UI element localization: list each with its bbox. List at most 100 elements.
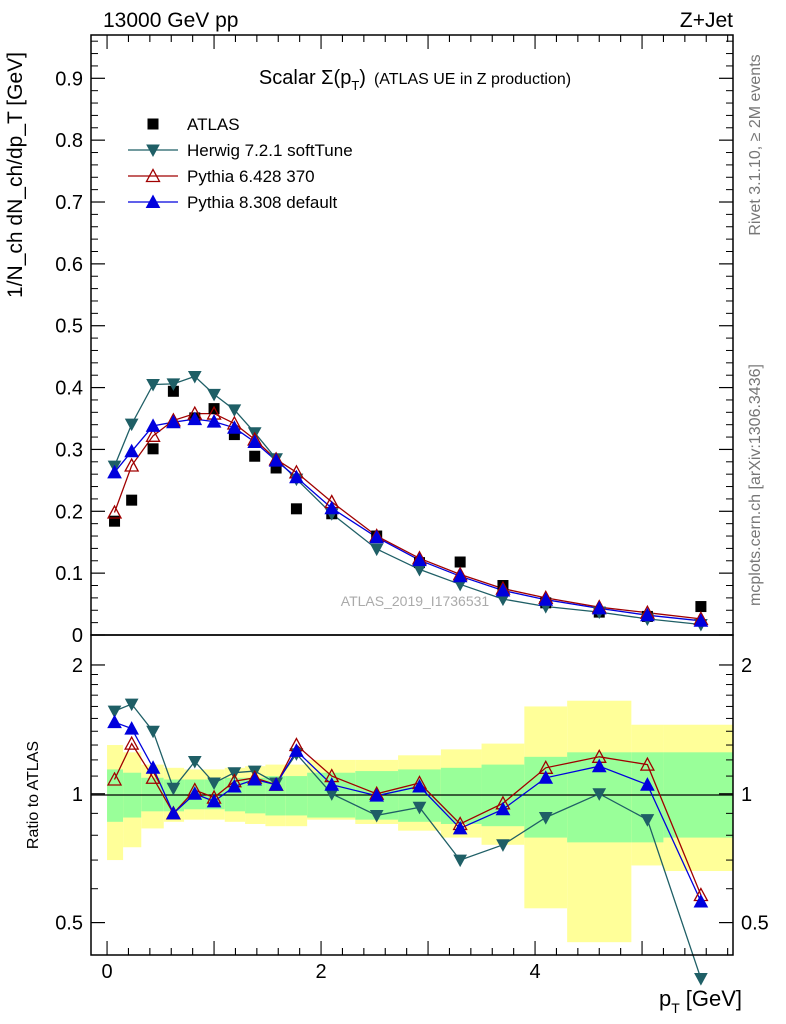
main-point-pythia6 (145, 427, 161, 442)
main-point-atlas (126, 494, 138, 506)
main-point-atlas (695, 601, 707, 613)
ratio-axes: 0.5 0.5 1 1 2 2 0 2 4 (55, 35, 769, 983)
main-point-atlas (167, 385, 179, 397)
main-point-atlas (454, 556, 466, 568)
legend-marker-pythia8 (145, 194, 161, 208)
main-y-tick-label: 0.5 (55, 316, 83, 338)
ratio-point-herwig (453, 854, 467, 868)
ratio-point-pythia8 (107, 714, 122, 729)
x-tick-label: 2 (315, 961, 326, 983)
x-axis-label: pT [GeV] (659, 986, 742, 1016)
ratio-point-herwig (592, 788, 607, 801)
main-point-pythia8 (591, 600, 607, 615)
main-panel: ATLAS_2019_I1736531 00.10.20.30.40.50.60… (4, 34, 734, 647)
ratio-point-pythia8 (268, 777, 284, 791)
ratio-y-tick-label-left: 1 (72, 784, 83, 806)
ratio-point-pythia8 (289, 743, 304, 757)
main-point-atlas (147, 443, 159, 455)
main-point-herwig (124, 418, 139, 432)
main-point-pythia8 (538, 592, 554, 606)
main-y-tick-label: 0.4 (55, 378, 83, 400)
ratio-point-pythia6 (145, 769, 161, 784)
legend-label-pythia8: Pythia 8.308 default (187, 193, 338, 212)
ratio-point-pythia8 (495, 801, 511, 816)
main-y-tick-label: 0.7 (55, 192, 83, 214)
ratio-point-herwig (369, 809, 384, 823)
main-y-tick-label: 0.3 (55, 439, 83, 461)
main-point-pythia8 (145, 418, 161, 432)
main-point-atlas (228, 429, 240, 441)
ratio-point-herwig (694, 973, 708, 986)
main-plot-marks (106, 370, 709, 632)
ratio-point-pythia8 (640, 777, 655, 791)
header-process-label: Z+Jet (680, 9, 733, 32)
mcplots-label: mcplots.cern.ch [arXiv:1306.3436] (747, 364, 764, 606)
ratio-point-pythia8 (693, 893, 709, 908)
ratio-point-pythia8 (145, 760, 161, 774)
ratio-point-pythia8 (324, 777, 340, 791)
x-tick-label: 4 (529, 961, 540, 983)
main-point-pythia8 (166, 414, 181, 429)
ratio-panel: 0.5 0.5 1 1 2 2 0 2 4 Ratio to ATLAS pT [GeV] (25, 35, 769, 1016)
main-point-pythia8 (107, 464, 122, 479)
ratio-plot-marks (106, 698, 709, 986)
main-point-pythia8 (187, 411, 203, 426)
main-point-pythia8 (268, 453, 284, 467)
main-point-pythia8 (495, 582, 511, 597)
main-y-axis-label: 1/N_ch dN_ch/dp_T [GeV] (4, 52, 27, 298)
ratio-y-tick-label-right: 1 (741, 784, 752, 806)
ratio-point-pythia8 (412, 778, 427, 793)
ratio-y-tick-label-left: 2 (72, 655, 83, 677)
main-y-tick-label: 0.8 (55, 130, 83, 152)
main-point-pythia8 (124, 443, 139, 458)
ratio-uncertainty-bands (107, 700, 733, 943)
ratio-point-pythia8 (124, 721, 139, 735)
main-point-pythia8 (289, 469, 304, 484)
ratio-point-pythia8 (452, 820, 468, 835)
ratio-point-herwig (107, 705, 122, 719)
main-y-tick-label: 0.9 (55, 68, 83, 90)
ratio-point-pythia6 (124, 735, 140, 750)
ratio-point-pythia8 (247, 771, 263, 786)
ratio-point-herwig (187, 755, 202, 769)
main-point-herwig (146, 378, 160, 392)
main-point-atlas (270, 462, 282, 474)
main-y-tick-label: 0.6 (55, 254, 83, 276)
ratio-point-herwig (166, 782, 181, 796)
main-point-atlas (249, 450, 261, 462)
ratio-point-herwig (496, 839, 510, 852)
main-point-herwig (166, 378, 181, 391)
main-point-pythia8 (412, 552, 427, 567)
ratio-y-tick-label-left: 0.5 (55, 913, 83, 935)
main-point-pythia8 (227, 420, 242, 434)
ratio-point-pythia8 (369, 788, 385, 802)
main-point-pythia8 (693, 613, 709, 627)
legend-marker-pythia6 (145, 168, 161, 183)
main-y-axis: 0 0.1 0.2 0.3 0.4 0.5 0.6 0.7 0.8 0.9 (55, 40, 733, 647)
ratio-point-herwig (227, 767, 242, 780)
ratio-inner-band-bin (440, 767, 482, 824)
ratio-inner-band-bin (285, 776, 308, 816)
main-y-tick-label: 0.2 (55, 501, 83, 523)
rivet-version-label: Rivet 3.1.10, ≥ 2M events (747, 54, 764, 235)
ratio-point-herwig (124, 698, 139, 712)
ratio-point-herwig (640, 814, 655, 827)
main-point-atlas (208, 403, 220, 415)
legend-marker-atlas (147, 118, 159, 130)
ratio-point-pythia8 (166, 805, 181, 820)
ratio-point-pythia8 (538, 770, 554, 784)
legend-label-pythia6: Pythia 6.428 370 (187, 167, 315, 186)
main-line-pythia6 (113, 412, 701, 620)
ratio-point-herwig (207, 777, 221, 790)
header-energy-label: 13000 GeV pp (103, 9, 238, 32)
main-point-pythia8 (324, 500, 340, 515)
ratio-inner-band-bin (631, 752, 664, 843)
main-point-herwig (369, 543, 384, 557)
ratio-y-tick-label-right: 2 (741, 655, 752, 677)
main-y-tick-label: 0 (72, 625, 83, 647)
main-point-herwig (227, 404, 242, 417)
main-point-pythia6 (124, 457, 140, 472)
ratio-point-herwig (538, 812, 553, 825)
main-point-herwig (207, 388, 221, 402)
